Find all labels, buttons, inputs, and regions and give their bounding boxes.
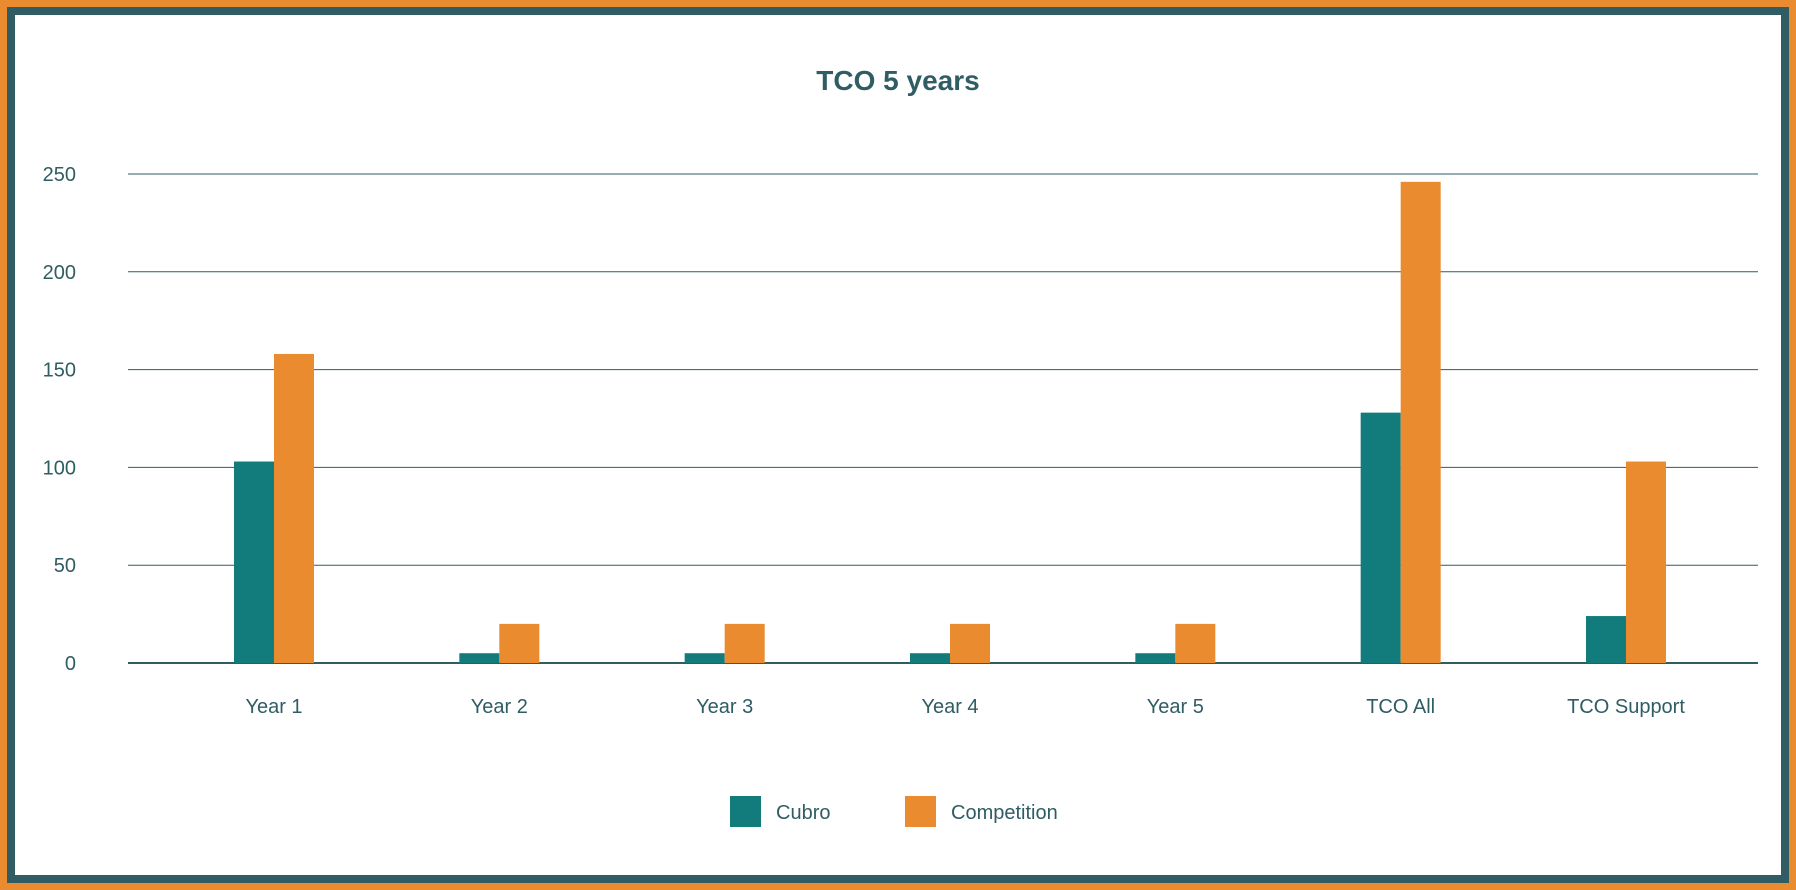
grid-lines xyxy=(128,173,1758,664)
y-tick-label: 100 xyxy=(43,457,76,479)
bar-competition-tco-support xyxy=(1626,461,1666,663)
y-axis-ticks: 0 50 100 150 200 250 xyxy=(43,164,76,675)
x-tick-label: Year 5 xyxy=(1147,696,1204,718)
bar-competition-year-4 xyxy=(950,623,990,663)
y-tick-label: 150 xyxy=(43,360,76,382)
bar-cubro-year-3 xyxy=(684,653,725,663)
bar-cubro-year-1 xyxy=(234,461,274,663)
chart-title: TCO 5 years xyxy=(816,65,979,96)
legend-label-cubro: Cubro xyxy=(776,802,830,824)
bar-cubro-year-2 xyxy=(459,653,500,663)
x-tick-label: Year 4 xyxy=(921,696,978,718)
bar-cubro-tco-support xyxy=(1586,616,1626,663)
x-axis-ticks: Year 1 Year 2 Year 3 Year 4 Year 5 TCO All TCO… xyxy=(245,696,1685,718)
y-tick-label: 250 xyxy=(43,164,76,186)
bars xyxy=(234,181,1666,663)
legend-label-competition: Competition xyxy=(951,802,1058,824)
bar-cubro-year-5 xyxy=(1135,653,1176,663)
x-tick-label: Year 1 xyxy=(245,696,302,718)
y-tick-label: 50 xyxy=(54,555,76,577)
bar-competition-year-1 xyxy=(274,353,314,663)
legend-swatch-cubro xyxy=(730,796,761,827)
y-tick-label: 200 xyxy=(43,262,76,284)
legend: Cubro Competition xyxy=(730,796,1058,827)
bar-competition-tco-all xyxy=(1400,181,1441,663)
bar-cubro-tco-all xyxy=(1360,412,1401,663)
x-tick-label: Year 3 xyxy=(696,696,753,718)
x-tick-label: Year 2 xyxy=(471,696,528,718)
y-tick-label: 0 xyxy=(65,653,76,675)
legend-swatch-competition xyxy=(905,796,936,827)
x-tick-label: TCO Support xyxy=(1567,696,1685,718)
bar-competition-year-2 xyxy=(499,623,540,663)
x-tick-label: TCO All xyxy=(1366,696,1435,718)
bar-competition-year-3 xyxy=(724,623,765,663)
bar-cubro-year-4 xyxy=(910,653,950,663)
bar-competition-year-5 xyxy=(1175,623,1216,663)
